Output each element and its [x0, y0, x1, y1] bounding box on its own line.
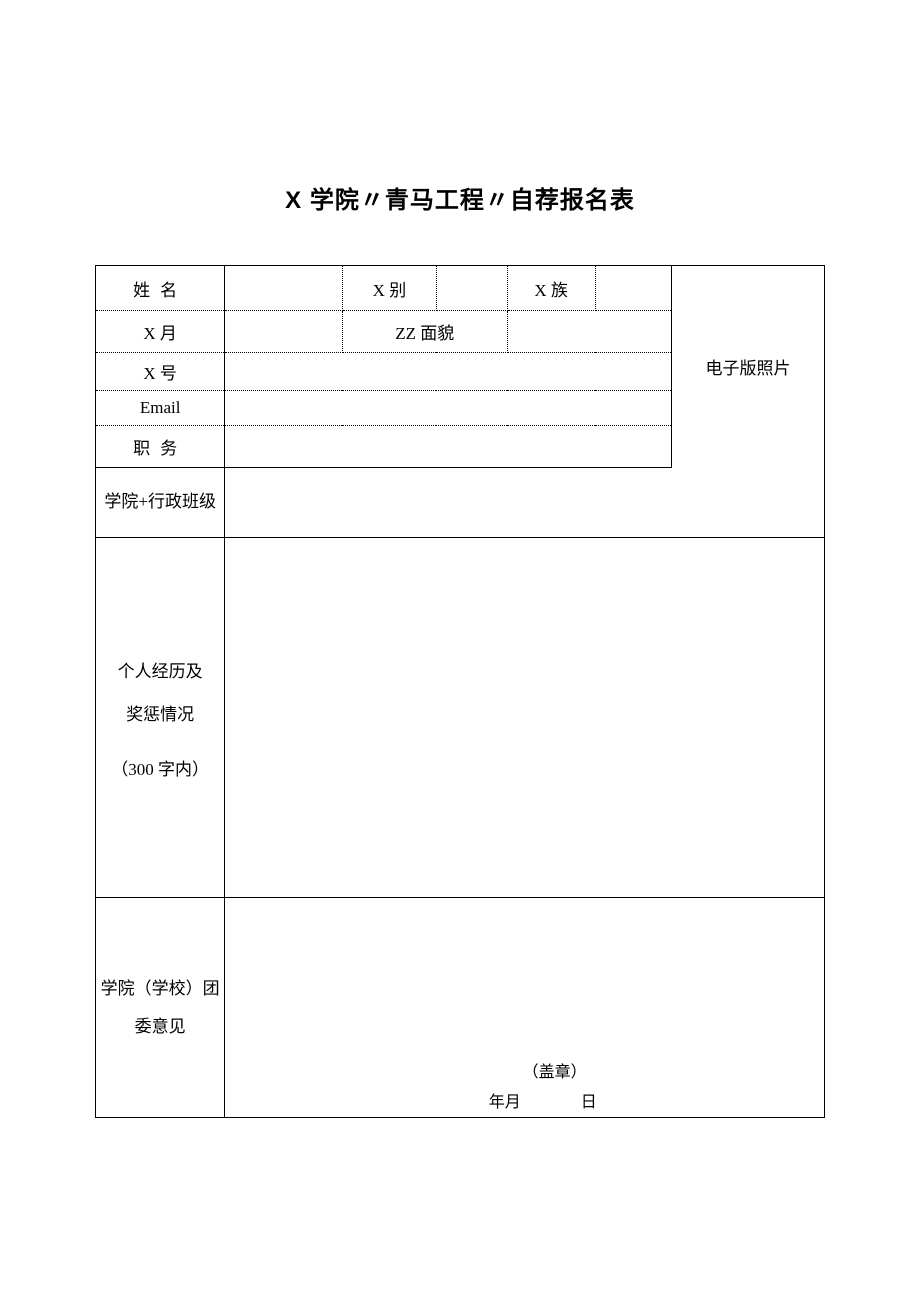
value-class[interactable] — [225, 468, 825, 538]
value-political[interactable] — [507, 311, 672, 353]
label-opinion: 学院（学校）团委意见 — [96, 898, 225, 1118]
form-title: X 学院〃青马工程〃自荐报名表 — [95, 180, 825, 215]
label-number: X 号 — [96, 353, 225, 391]
label-gender: X 别 — [342, 266, 436, 311]
label-experience: 个人经历及 奖惩情况 （300 字内） — [96, 538, 225, 898]
label-name: 姓名 — [96, 266, 225, 311]
label-position: 职务 — [96, 426, 225, 468]
value-ethnicity[interactable] — [595, 266, 671, 311]
label-class: 学院+行政班级 — [96, 468, 225, 538]
label-political: ZZ 面貌 — [342, 311, 507, 353]
label-email: Email — [96, 391, 225, 426]
value-opinion[interactable]: （盖章） 年月日 — [225, 898, 825, 1118]
photo-cell[interactable]: 电子版照片 — [672, 266, 825, 468]
value-experience[interactable] — [225, 538, 825, 898]
stamp-label: （盖章） — [523, 1058, 587, 1082]
value-month[interactable] — [225, 311, 343, 353]
value-position[interactable] — [225, 426, 672, 468]
label-experience-l1: 个人经历及 — [100, 651, 220, 694]
label-experience-l2: 奖惩情况 — [100, 694, 220, 737]
registration-table: 姓名 X 别 X 族 电子版照片 X 月 ZZ 面貌 X 号 Email 职务 … — [95, 265, 825, 1118]
value-email[interactable] — [225, 391, 672, 426]
label-ethnicity: X 族 — [507, 266, 595, 311]
value-name[interactable] — [225, 266, 343, 311]
label-month: X 月 — [96, 311, 225, 353]
label-experience-l3: （300 字内） — [100, 756, 220, 783]
value-number[interactable] — [225, 353, 672, 391]
date-label: 年月日 — [489, 1088, 597, 1112]
value-gender[interactable] — [436, 266, 507, 311]
